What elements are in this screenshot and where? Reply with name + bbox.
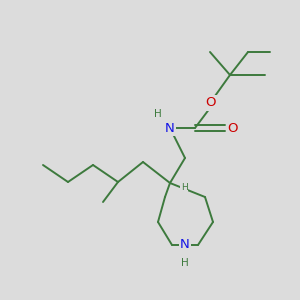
Text: N: N [165, 122, 175, 134]
Text: H: H [181, 184, 188, 193]
Text: H: H [181, 258, 189, 268]
Text: N: N [180, 238, 190, 251]
Text: O: O [228, 122, 238, 134]
Text: O: O [205, 97, 215, 110]
Text: H: H [154, 109, 162, 119]
